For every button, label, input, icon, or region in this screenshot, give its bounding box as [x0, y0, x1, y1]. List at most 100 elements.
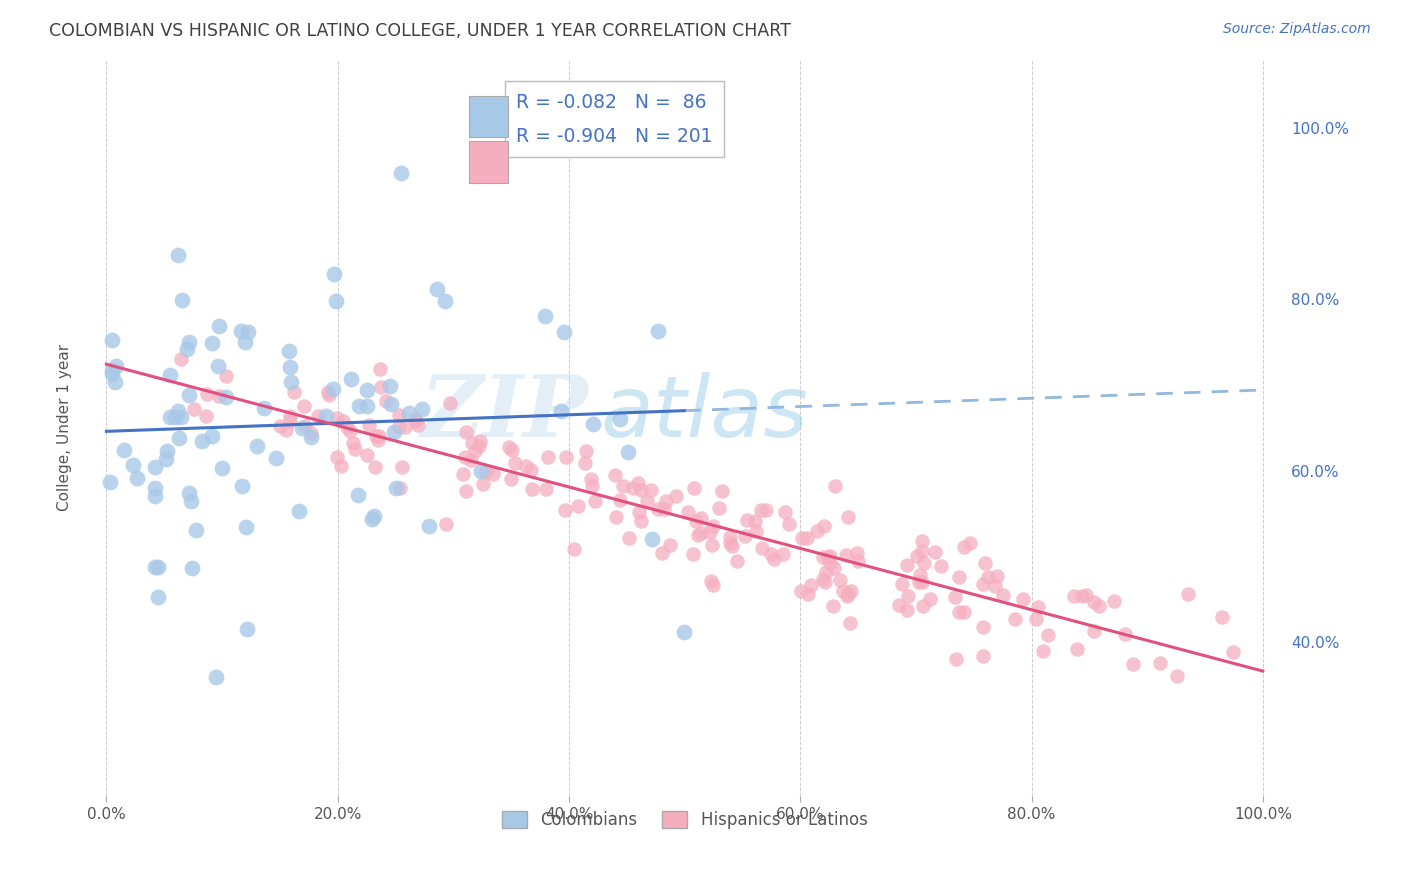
Point	[370, 380, 392, 394]
Point	[326, 411, 349, 425]
Point	[501, 442, 523, 457]
Point	[146, 559, 169, 574]
Point	[972, 620, 994, 634]
Point	[336, 420, 359, 434]
Point	[652, 502, 675, 516]
Point	[815, 565, 838, 579]
Point	[356, 399, 378, 413]
Point	[800, 578, 823, 592]
Point	[177, 486, 200, 500]
Point	[659, 538, 682, 552]
Point	[434, 517, 457, 532]
FancyBboxPatch shape	[470, 95, 508, 137]
Point	[583, 494, 606, 508]
Point	[101, 367, 124, 381]
Point	[105, 359, 128, 374]
Point	[707, 500, 730, 515]
Point	[364, 429, 387, 443]
Point	[686, 528, 709, 542]
Point	[555, 450, 578, 464]
Point	[1063, 589, 1085, 603]
Point	[195, 387, 218, 401]
Point	[834, 549, 856, 563]
Point	[655, 494, 678, 508]
Point	[301, 429, 323, 443]
Point	[959, 536, 981, 550]
Point	[953, 605, 976, 619]
Point	[292, 399, 315, 413]
Point	[464, 444, 486, 458]
Point	[177, 388, 200, 402]
Point	[623, 481, 645, 495]
Point	[972, 577, 994, 591]
Point	[685, 514, 707, 528]
Point	[839, 584, 862, 599]
Point	[204, 670, 226, 684]
Point	[908, 567, 931, 582]
Point	[983, 578, 1005, 592]
FancyBboxPatch shape	[470, 141, 508, 183]
Point	[186, 523, 208, 537]
Point	[974, 556, 997, 570]
Point	[911, 534, 934, 549]
Point	[896, 603, 918, 617]
Point	[166, 247, 188, 261]
Point	[605, 510, 627, 524]
Point	[143, 489, 166, 503]
Point	[1026, 600, 1049, 615]
Point	[744, 524, 766, 539]
Point	[277, 344, 299, 359]
Point	[911, 544, 934, 558]
Point	[163, 409, 186, 424]
Point	[953, 540, 976, 554]
Point	[575, 444, 598, 458]
Point	[818, 549, 841, 564]
Point	[283, 384, 305, 399]
Point	[735, 513, 758, 527]
Point	[562, 542, 585, 557]
Point	[104, 375, 127, 389]
Point	[897, 589, 920, 603]
Point	[453, 467, 475, 482]
Point	[288, 504, 311, 518]
Point	[972, 649, 994, 664]
Point	[773, 505, 796, 519]
Point	[824, 479, 846, 493]
Point	[233, 334, 256, 349]
Point	[912, 599, 935, 614]
Point	[246, 439, 269, 453]
Point	[156, 444, 179, 458]
Point	[231, 479, 253, 493]
Point	[702, 577, 724, 591]
Point	[329, 458, 352, 473]
Point	[1166, 669, 1188, 683]
Point	[378, 378, 401, 392]
Point	[1122, 657, 1144, 671]
Point	[1032, 643, 1054, 657]
Point	[630, 514, 652, 528]
Point	[1114, 627, 1136, 641]
Point	[818, 556, 841, 570]
Point	[394, 420, 416, 434]
Point	[1074, 588, 1097, 602]
Point	[811, 572, 834, 586]
Point	[229, 324, 252, 338]
Point	[342, 436, 364, 450]
Text: ZIP: ZIP	[420, 371, 589, 455]
Point	[468, 434, 491, 449]
Point	[1011, 591, 1033, 606]
Point	[896, 558, 918, 572]
Point	[426, 282, 449, 296]
Point	[890, 577, 912, 591]
Point	[278, 414, 301, 428]
Point	[439, 396, 461, 410]
Point	[339, 372, 361, 386]
Point	[772, 547, 794, 561]
Point	[845, 546, 868, 560]
Point	[520, 463, 543, 477]
Point	[1087, 599, 1109, 613]
Point	[720, 539, 742, 553]
Point	[762, 552, 785, 566]
Point	[943, 590, 966, 604]
Point	[101, 362, 124, 376]
